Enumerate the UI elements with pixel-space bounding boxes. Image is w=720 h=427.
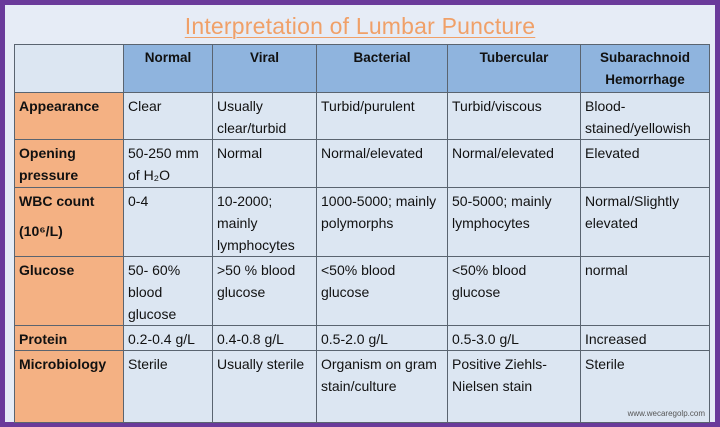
table-cell: Turbid/viscous	[447, 92, 581, 140]
column-header: Bacterial	[316, 44, 448, 93]
table-cell: 0.2-0.4 g/L	[123, 325, 213, 351]
table-cell: >50 % blood glucose	[212, 256, 317, 326]
table-cell: 50-5000; mainly lymphocytes	[447, 187, 581, 257]
row-label-text: WBC count	[19, 193, 95, 209]
page-title: Interpretation of Lumbar Puncture	[184, 13, 536, 39]
row-label: Appearance	[14, 92, 124, 140]
column-header: Tubercular	[447, 44, 581, 93]
row-label-text: Opening pressure	[19, 145, 79, 183]
table-row: Opening pressure 50-250 mm of H₂O Normal No…	[14, 139, 710, 188]
table-row: Protein 0.2-0.4 g/L 0.4-0.8 g/L 0.5-2.0 g/L…	[14, 325, 710, 351]
table-cell: Organism on gram stain/culture	[316, 350, 448, 423]
column-header: Viral	[212, 44, 317, 93]
column-header	[14, 44, 124, 93]
row-label-text: Microbiology	[19, 356, 107, 372]
table-cell: <50% blood glucose	[447, 256, 581, 326]
row-label: Glucose	[14, 256, 124, 326]
table-cell: 0.5-3.0 g/L	[447, 325, 581, 351]
table-cell: Normal/elevated	[316, 139, 448, 188]
table-cell: <50% blood glucose	[316, 256, 448, 326]
row-label-text: Appearance	[19, 98, 100, 114]
column-header: Normal	[123, 44, 213, 93]
table-cell: Usually clear/turbid	[212, 92, 317, 140]
table-cell: 1000-5000; mainly polymorphs	[316, 187, 448, 257]
credit-text: www.wecaregolp.com	[627, 409, 705, 418]
table-cell: Normal/Slightly elevated	[580, 187, 710, 257]
table-cell: 50- 60% blood glucose	[123, 256, 213, 326]
table-row: Microbiology Sterile Usually sterile Organi…	[14, 350, 710, 423]
table-cell: Clear	[123, 92, 213, 140]
table-cell: 0.5-2.0 g/L	[316, 325, 448, 351]
row-label-unit: (10⁶/L)	[19, 223, 63, 239]
table-cell: Turbid/purulent	[316, 92, 448, 140]
column-header: Subarachnoid Hemorrhage	[580, 44, 710, 93]
table-cell: Elevated	[580, 139, 710, 188]
row-label-text: Protein	[19, 331, 68, 347]
table-row: WBC count (10⁶/L) 0-4 10-2000; mainly lymph…	[14, 187, 710, 257]
table-row: Appearance Clear Usually clear/turbid Turbi…	[14, 92, 710, 140]
table-row: Glucose 50- 60% blood glucose >50 % blood …	[14, 256, 710, 326]
slide: Interpretation of Lumbar Puncture Normal…	[5, 5, 715, 423]
table-cell: Sterile	[123, 350, 213, 423]
row-label: Opening pressure	[14, 139, 124, 188]
table-cell: Usually sterile	[212, 350, 317, 423]
table-cell: Normal	[212, 139, 317, 188]
header-row: Normal Viral Bacterial Tubercular Subara…	[14, 44, 710, 93]
table-cell: Sterile	[580, 350, 710, 423]
table-cell: normal	[580, 256, 710, 326]
table-cell: Positive Ziehls-Nielsen stain	[447, 350, 581, 423]
table-cell: 0-4	[123, 187, 213, 257]
table-cell: 0.4-0.8 g/L	[212, 325, 317, 351]
table-cell: Normal/elevated	[447, 139, 581, 188]
row-label: Microbiology	[14, 350, 124, 423]
row-label: Protein	[14, 325, 124, 351]
table-cell: Blood-stained/yellowish	[580, 92, 710, 140]
row-label-text: Glucose	[19, 262, 75, 278]
lumbar-puncture-table: Normal Viral Bacterial Tubercular Subara…	[14, 44, 710, 423]
table-cell: 10-2000; mainly lymphocytes	[212, 187, 317, 257]
row-label: WBC count (10⁶/L)	[14, 187, 124, 257]
table-cell: Increased	[580, 325, 710, 351]
table-cell: 50-250 mm of H₂O	[123, 139, 213, 188]
